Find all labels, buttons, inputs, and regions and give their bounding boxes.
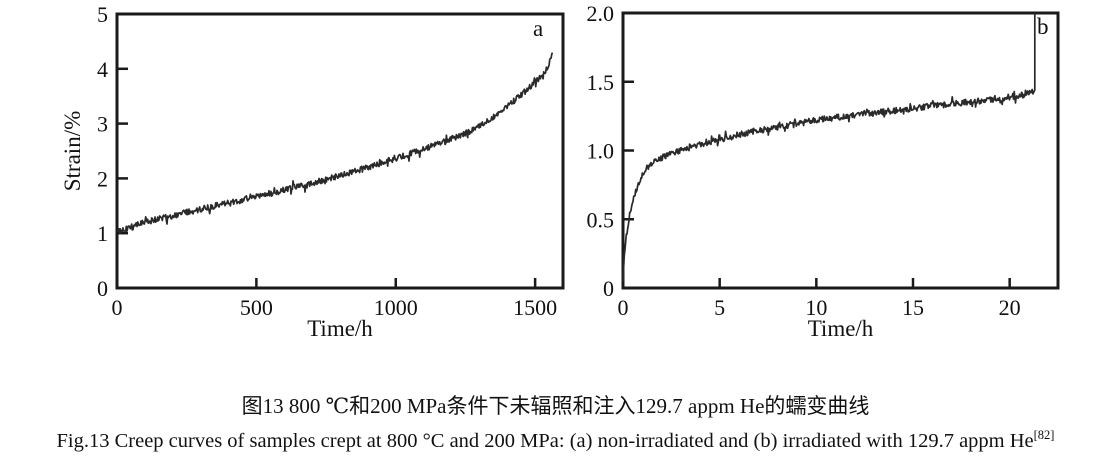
- x-tick-label-b: 15: [902, 295, 924, 320]
- caption-english-text: Fig.13 Creep curves of samples crept at …: [56, 429, 1034, 452]
- plot-box-a: [115, 12, 565, 290]
- y-tick-label-b: 0.5: [587, 207, 615, 232]
- caption-english: Fig.13 Creep curves of samples crept at …: [0, 428, 1111, 453]
- panel-label-b: b: [1037, 14, 1049, 39]
- x-tick-label-a: 1500: [513, 295, 557, 320]
- y-tick-label-b: 1.0: [587, 139, 615, 164]
- x-tick-label-a: 500: [240, 295, 273, 320]
- y-tick-label-a: 5: [97, 2, 108, 27]
- y-tick-label-a: 2: [97, 166, 108, 191]
- y-tick-label-a: 4: [97, 57, 108, 82]
- x-axis-label-time-a: Time/h: [307, 316, 373, 341]
- x-tick-label-a: 0: [112, 295, 123, 320]
- y-tick-label-a: 0: [97, 276, 108, 301]
- plot-box-b: [621, 11, 1060, 290]
- creep-curve-a: [116, 52, 554, 235]
- creep-curve-b: [622, 13, 1036, 282]
- x-tick-label-b: 0: [618, 295, 629, 320]
- x-tick-label-b: 20: [999, 295, 1021, 320]
- y-axis-label-strain: Strain/%: [60, 110, 85, 192]
- x-tick-label-b: 10: [805, 295, 827, 320]
- x-axis-label-time-b: Time/h: [807, 316, 874, 341]
- panel-label-a: a: [533, 16, 544, 41]
- caption-english-reference: [82]: [1033, 428, 1055, 442]
- x-tick-label-a: 1000: [374, 295, 418, 320]
- y-tick-label-a: 3: [97, 112, 108, 137]
- creep-charts-canvas: 0 500 1000 1500 0 1 2 3 4 5 0 5 10 15 20 0 0.5 1.0 1.5 2.0: [97, 1, 1060, 320]
- y-tick-label-b: 1.5: [587, 70, 615, 95]
- caption-chinese: 图13 800 ℃和200 MPa条件下未辐照和注入129.7 appm He的…: [241, 394, 870, 418]
- y-tick-label-a: 1: [97, 221, 108, 246]
- y-tick-label-b: 2.0: [587, 1, 615, 26]
- y-tick-label-b: 0: [603, 276, 614, 301]
- x-tick-label-b: 5: [714, 295, 725, 320]
